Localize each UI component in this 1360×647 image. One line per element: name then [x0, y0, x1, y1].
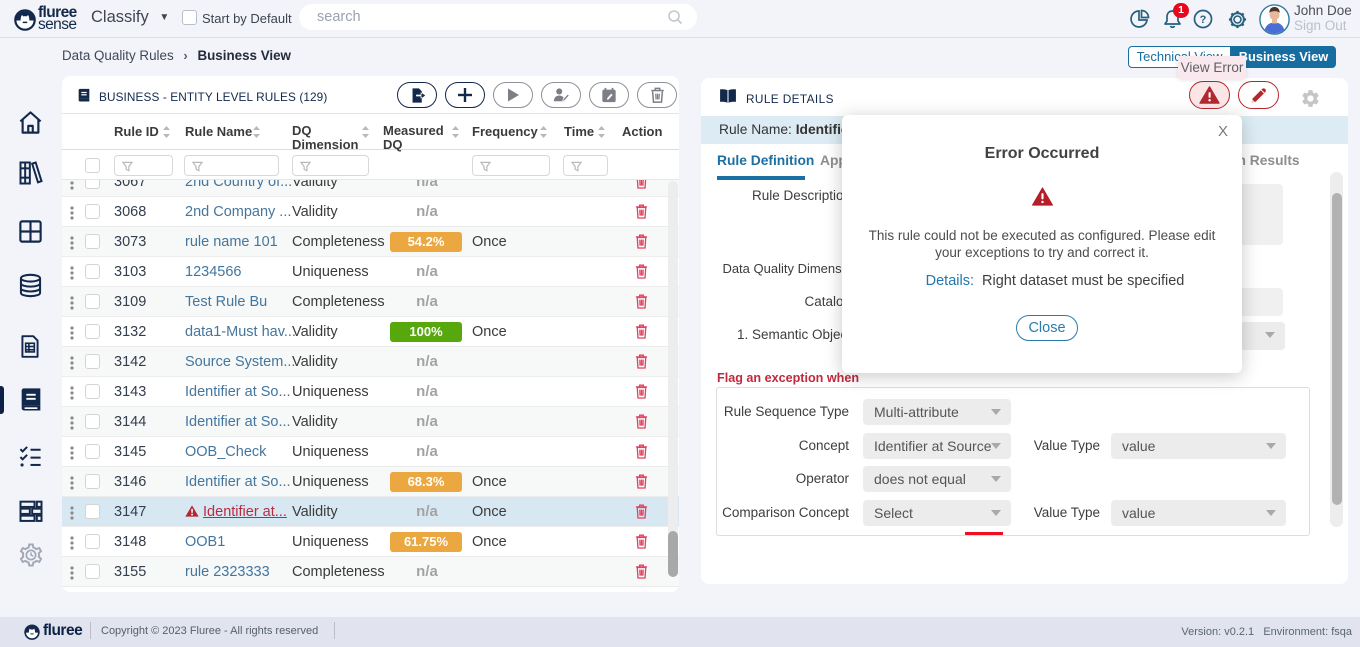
svg-text:?: ?: [1200, 14, 1207, 26]
